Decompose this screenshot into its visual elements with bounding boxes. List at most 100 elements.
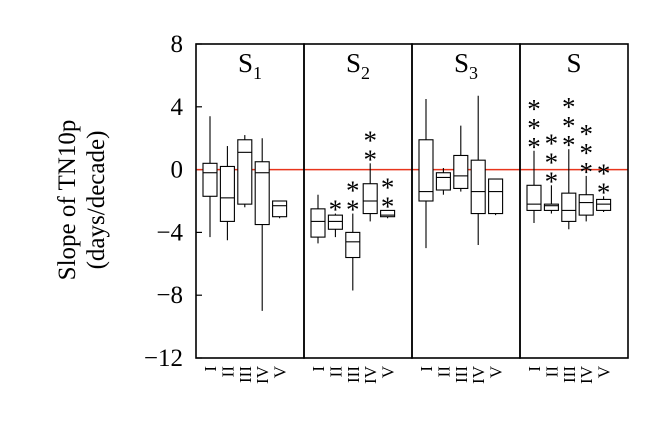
box-II bbox=[219, 146, 235, 241]
box-iqr bbox=[453, 154, 469, 189]
box-IV: *** bbox=[578, 119, 594, 222]
significance-star: * bbox=[527, 113, 541, 143]
box-II bbox=[435, 168, 451, 195]
x-category-label: II bbox=[434, 366, 453, 378]
x-category-label: I bbox=[201, 366, 220, 372]
y-tick-label: 4 bbox=[171, 94, 184, 121]
significance-star: * bbox=[381, 191, 395, 221]
box-iqr bbox=[272, 200, 288, 218]
panel-label: S bbox=[566, 48, 581, 78]
y-axis-label-line2: (days/decade) bbox=[83, 131, 110, 270]
y-tick-label: 8 bbox=[171, 31, 184, 58]
significance-star: * bbox=[579, 138, 593, 168]
significance-star: * bbox=[545, 147, 559, 177]
box-iqr bbox=[435, 172, 451, 191]
x-category-label: IV bbox=[469, 365, 488, 384]
y-tick-label: −12 bbox=[144, 345, 183, 372]
box-iqr bbox=[418, 139, 434, 202]
x-category-label: IV bbox=[577, 365, 596, 384]
significance-star: * bbox=[346, 176, 360, 206]
significance-star: * bbox=[381, 172, 395, 202]
panel-label-main: S bbox=[346, 48, 361, 78]
x-category-label: III bbox=[344, 366, 363, 383]
box-III bbox=[453, 125, 469, 192]
box-V bbox=[488, 178, 504, 216]
box-iqr bbox=[327, 214, 343, 230]
plot-area: S1IIIIIIIVVS2I*II**III**IV**VS3IIIIIIIVV… bbox=[195, 43, 629, 384]
x-category-label: I bbox=[417, 366, 436, 372]
panel-label-subscript: 2 bbox=[361, 63, 370, 83]
y-tick-label: −4 bbox=[156, 219, 183, 246]
box-V: ** bbox=[380, 172, 396, 221]
box-III: ** bbox=[345, 176, 361, 291]
panel-label-subscript: 1 bbox=[253, 63, 262, 83]
box-II: *** bbox=[543, 128, 559, 214]
y-axis-label: Slope of TN10p (days/decade) bbox=[54, 120, 110, 281]
y-tick-label: −8 bbox=[156, 282, 183, 309]
y-tick-label: 0 bbox=[171, 157, 184, 184]
panel-label-main: S bbox=[566, 48, 581, 78]
box-iqr bbox=[237, 139, 253, 205]
significance-star: * bbox=[527, 132, 541, 162]
box-iqr bbox=[345, 231, 361, 259]
box-iqr bbox=[219, 165, 235, 222]
significance-star: * bbox=[329, 195, 343, 225]
box-iqr bbox=[526, 184, 542, 211]
x-category-label: II bbox=[218, 366, 237, 378]
significance-star: * bbox=[562, 111, 576, 141]
box-iqr bbox=[470, 159, 486, 215]
box-I bbox=[418, 98, 434, 249]
panel-frame bbox=[519, 43, 629, 359]
box-V bbox=[272, 200, 288, 219]
box-iqr bbox=[578, 194, 594, 216]
x-category-label: I bbox=[309, 366, 328, 372]
x-category-label: III bbox=[452, 366, 471, 383]
panel-label: S1 bbox=[238, 48, 262, 83]
y-axis-label-line1: Slope of TN10p bbox=[54, 120, 81, 281]
panel-label-subscript: 3 bbox=[469, 63, 478, 83]
significance-star: * bbox=[562, 92, 576, 122]
box-iqr bbox=[254, 161, 270, 226]
x-category-label: II bbox=[326, 366, 345, 378]
significance-star: * bbox=[527, 94, 541, 124]
x-category-label: IV bbox=[361, 365, 380, 384]
box-I bbox=[310, 194, 326, 244]
box-iqr bbox=[362, 183, 378, 215]
x-category-label: IV bbox=[253, 365, 272, 384]
x-category-label: I bbox=[525, 366, 544, 372]
significance-star: * bbox=[597, 158, 611, 188]
box-I bbox=[202, 116, 218, 238]
panel-label-main: S bbox=[454, 48, 469, 78]
box-V: ** bbox=[596, 158, 612, 212]
box-IV: ** bbox=[362, 125, 378, 222]
significance-star: * bbox=[346, 195, 360, 225]
box-iqr bbox=[310, 208, 326, 238]
box-iqr bbox=[561, 192, 577, 222]
x-category-label: II bbox=[542, 366, 561, 378]
box-I: *** bbox=[526, 94, 542, 223]
significance-star: * bbox=[545, 166, 559, 196]
box-iqr bbox=[202, 162, 218, 197]
significance-star: * bbox=[597, 177, 611, 207]
box-iqr bbox=[543, 203, 559, 211]
x-category-label: III bbox=[560, 366, 579, 383]
box-IV bbox=[470, 95, 486, 245]
significance-star: * bbox=[579, 157, 593, 187]
box-iqr bbox=[596, 198, 612, 211]
box-III bbox=[237, 135, 253, 208]
significance-star: * bbox=[579, 119, 593, 149]
box-II: * bbox=[327, 195, 343, 238]
y-axis-ticks: 8 4 0 −4 −8 −12 bbox=[144, 31, 202, 372]
panel-4: S***I***II***III***IV**V bbox=[519, 43, 629, 384]
x-category-label: V bbox=[487, 365, 506, 378]
panel-2: S2I*II**III**IV**V bbox=[303, 43, 413, 384]
panel-label: S2 bbox=[346, 48, 370, 83]
panel-label-main: S bbox=[238, 48, 253, 78]
x-category-label: V bbox=[595, 365, 614, 378]
panel-label: S3 bbox=[454, 48, 478, 83]
box-iqr bbox=[488, 178, 504, 215]
box-iqr bbox=[380, 209, 396, 218]
